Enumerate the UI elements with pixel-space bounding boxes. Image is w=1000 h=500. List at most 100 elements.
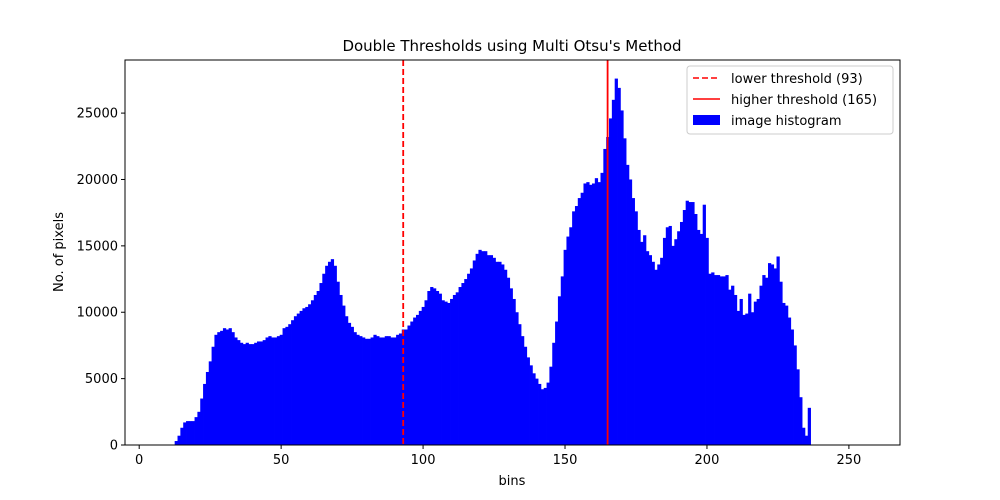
histogram-bar	[759, 285, 763, 445]
histogram-bar	[322, 273, 326, 445]
histogram-bar	[677, 231, 681, 445]
histogram-bar	[702, 204, 706, 445]
histogram-bar	[679, 221, 684, 445]
histogram-bar	[526, 357, 530, 445]
histogram-bar	[543, 387, 547, 445]
histogram-bar	[660, 257, 664, 445]
legend: lower threshold (93) higher threshold (1…	[686, 65, 894, 135]
histogram-bar	[370, 337, 374, 445]
histogram-bar	[785, 305, 789, 445]
histogram-bar	[424, 300, 428, 445]
histogram-bar	[231, 332, 235, 445]
histogram-bar	[674, 239, 678, 445]
histogram-bar	[174, 441, 178, 445]
histogram-bar	[555, 321, 559, 445]
histogram-bar	[770, 264, 775, 445]
histogram-bar	[546, 382, 550, 445]
histogram-bar	[765, 277, 769, 445]
legend-box	[686, 65, 894, 135]
histogram-bar	[194, 417, 198, 445]
histogram-bar	[452, 294, 457, 445]
histogram-bar	[580, 192, 584, 445]
plot-frame	[124, 59, 901, 446]
histogram-bar	[248, 344, 252, 445]
histogram-bar	[396, 334, 400, 445]
histogram-bar	[364, 338, 369, 445]
histogram-bar	[662, 237, 667, 445]
histogram-bar	[637, 229, 641, 445]
histogram-bar	[430, 287, 434, 445]
histogram-bar	[225, 329, 230, 445]
histogram-bar	[665, 227, 670, 445]
histogram-bar	[489, 255, 494, 445]
histogram-bar	[711, 272, 715, 445]
x-tick-label: 100	[411, 453, 436, 468]
y-tick-label: 0	[110, 439, 118, 454]
histogram-bar	[572, 211, 576, 445]
histogram-bar	[288, 324, 292, 445]
histogram-bar	[228, 328, 232, 445]
histogram-bar	[444, 301, 448, 445]
y-tick-label: 20000	[77, 173, 118, 188]
histogram-bar	[205, 371, 210, 445]
histogram-bar	[305, 306, 309, 445]
histogram-bar	[336, 281, 340, 445]
histogram-bar	[384, 336, 388, 445]
histogram-bar	[790, 329, 794, 445]
histogram-bar	[716, 275, 721, 445]
histogram-bar	[211, 346, 215, 445]
histogram-bar	[804, 435, 809, 445]
histogram-bar	[532, 373, 536, 445]
histogram-bar	[242, 344, 247, 445]
histogram-bar	[736, 310, 741, 445]
histogram-bar	[597, 182, 601, 445]
y-axis-label: No. of pixels	[52, 212, 67, 292]
histogram-bar	[779, 281, 783, 445]
histogram-bar	[626, 164, 630, 445]
x-tick-label: 150	[553, 453, 578, 468]
histogram-bar	[367, 338, 371, 445]
y-tick-label: 10000	[77, 306, 118, 321]
histogram-bar	[762, 275, 766, 445]
histogram-bar	[694, 214, 698, 445]
histogram-bar	[376, 336, 380, 445]
histogram-bar	[279, 334, 283, 445]
histogram-bar	[200, 398, 204, 445]
histogram-bar	[339, 294, 343, 445]
histogram-bar	[506, 277, 511, 445]
histogram-bar	[594, 178, 599, 446]
histogram-bar	[515, 312, 519, 445]
y-tick-label: 25000	[77, 107, 118, 122]
histogram-bar	[319, 283, 323, 445]
histogram-bar	[651, 261, 655, 445]
histogram-bar	[299, 310, 303, 445]
histogram-bar	[435, 291, 440, 445]
histogram-bar	[398, 333, 403, 445]
histogram-bar	[552, 342, 556, 445]
histogram-bar	[404, 329, 408, 445]
histogram-bar	[362, 337, 366, 445]
histogram-bar	[197, 411, 201, 445]
histogram-bar	[495, 261, 499, 445]
histogram-bar	[217, 332, 221, 445]
histogram-bar	[782, 302, 786, 445]
histogram-bar	[214, 334, 218, 445]
histogram-bar	[654, 269, 658, 445]
histogram-bar	[407, 325, 411, 445]
histogram-bar	[591, 183, 596, 445]
histogram-bar	[259, 341, 264, 445]
histogram-bar	[282, 328, 286, 445]
histogram-bar	[438, 293, 442, 445]
histogram-bar	[237, 340, 241, 445]
histogram-bar	[271, 337, 275, 445]
histogram-bar	[472, 260, 476, 445]
histogram-bar	[302, 308, 306, 445]
histogram-bar	[330, 259, 335, 445]
histogram-bar	[640, 241, 644, 445]
histogram-bar	[643, 235, 647, 445]
histogram-bar	[628, 179, 633, 445]
histogram-bar	[733, 294, 738, 445]
histogram-bar	[313, 294, 318, 445]
histogram-bar	[611, 99, 616, 446]
histogram-bar	[475, 253, 479, 445]
